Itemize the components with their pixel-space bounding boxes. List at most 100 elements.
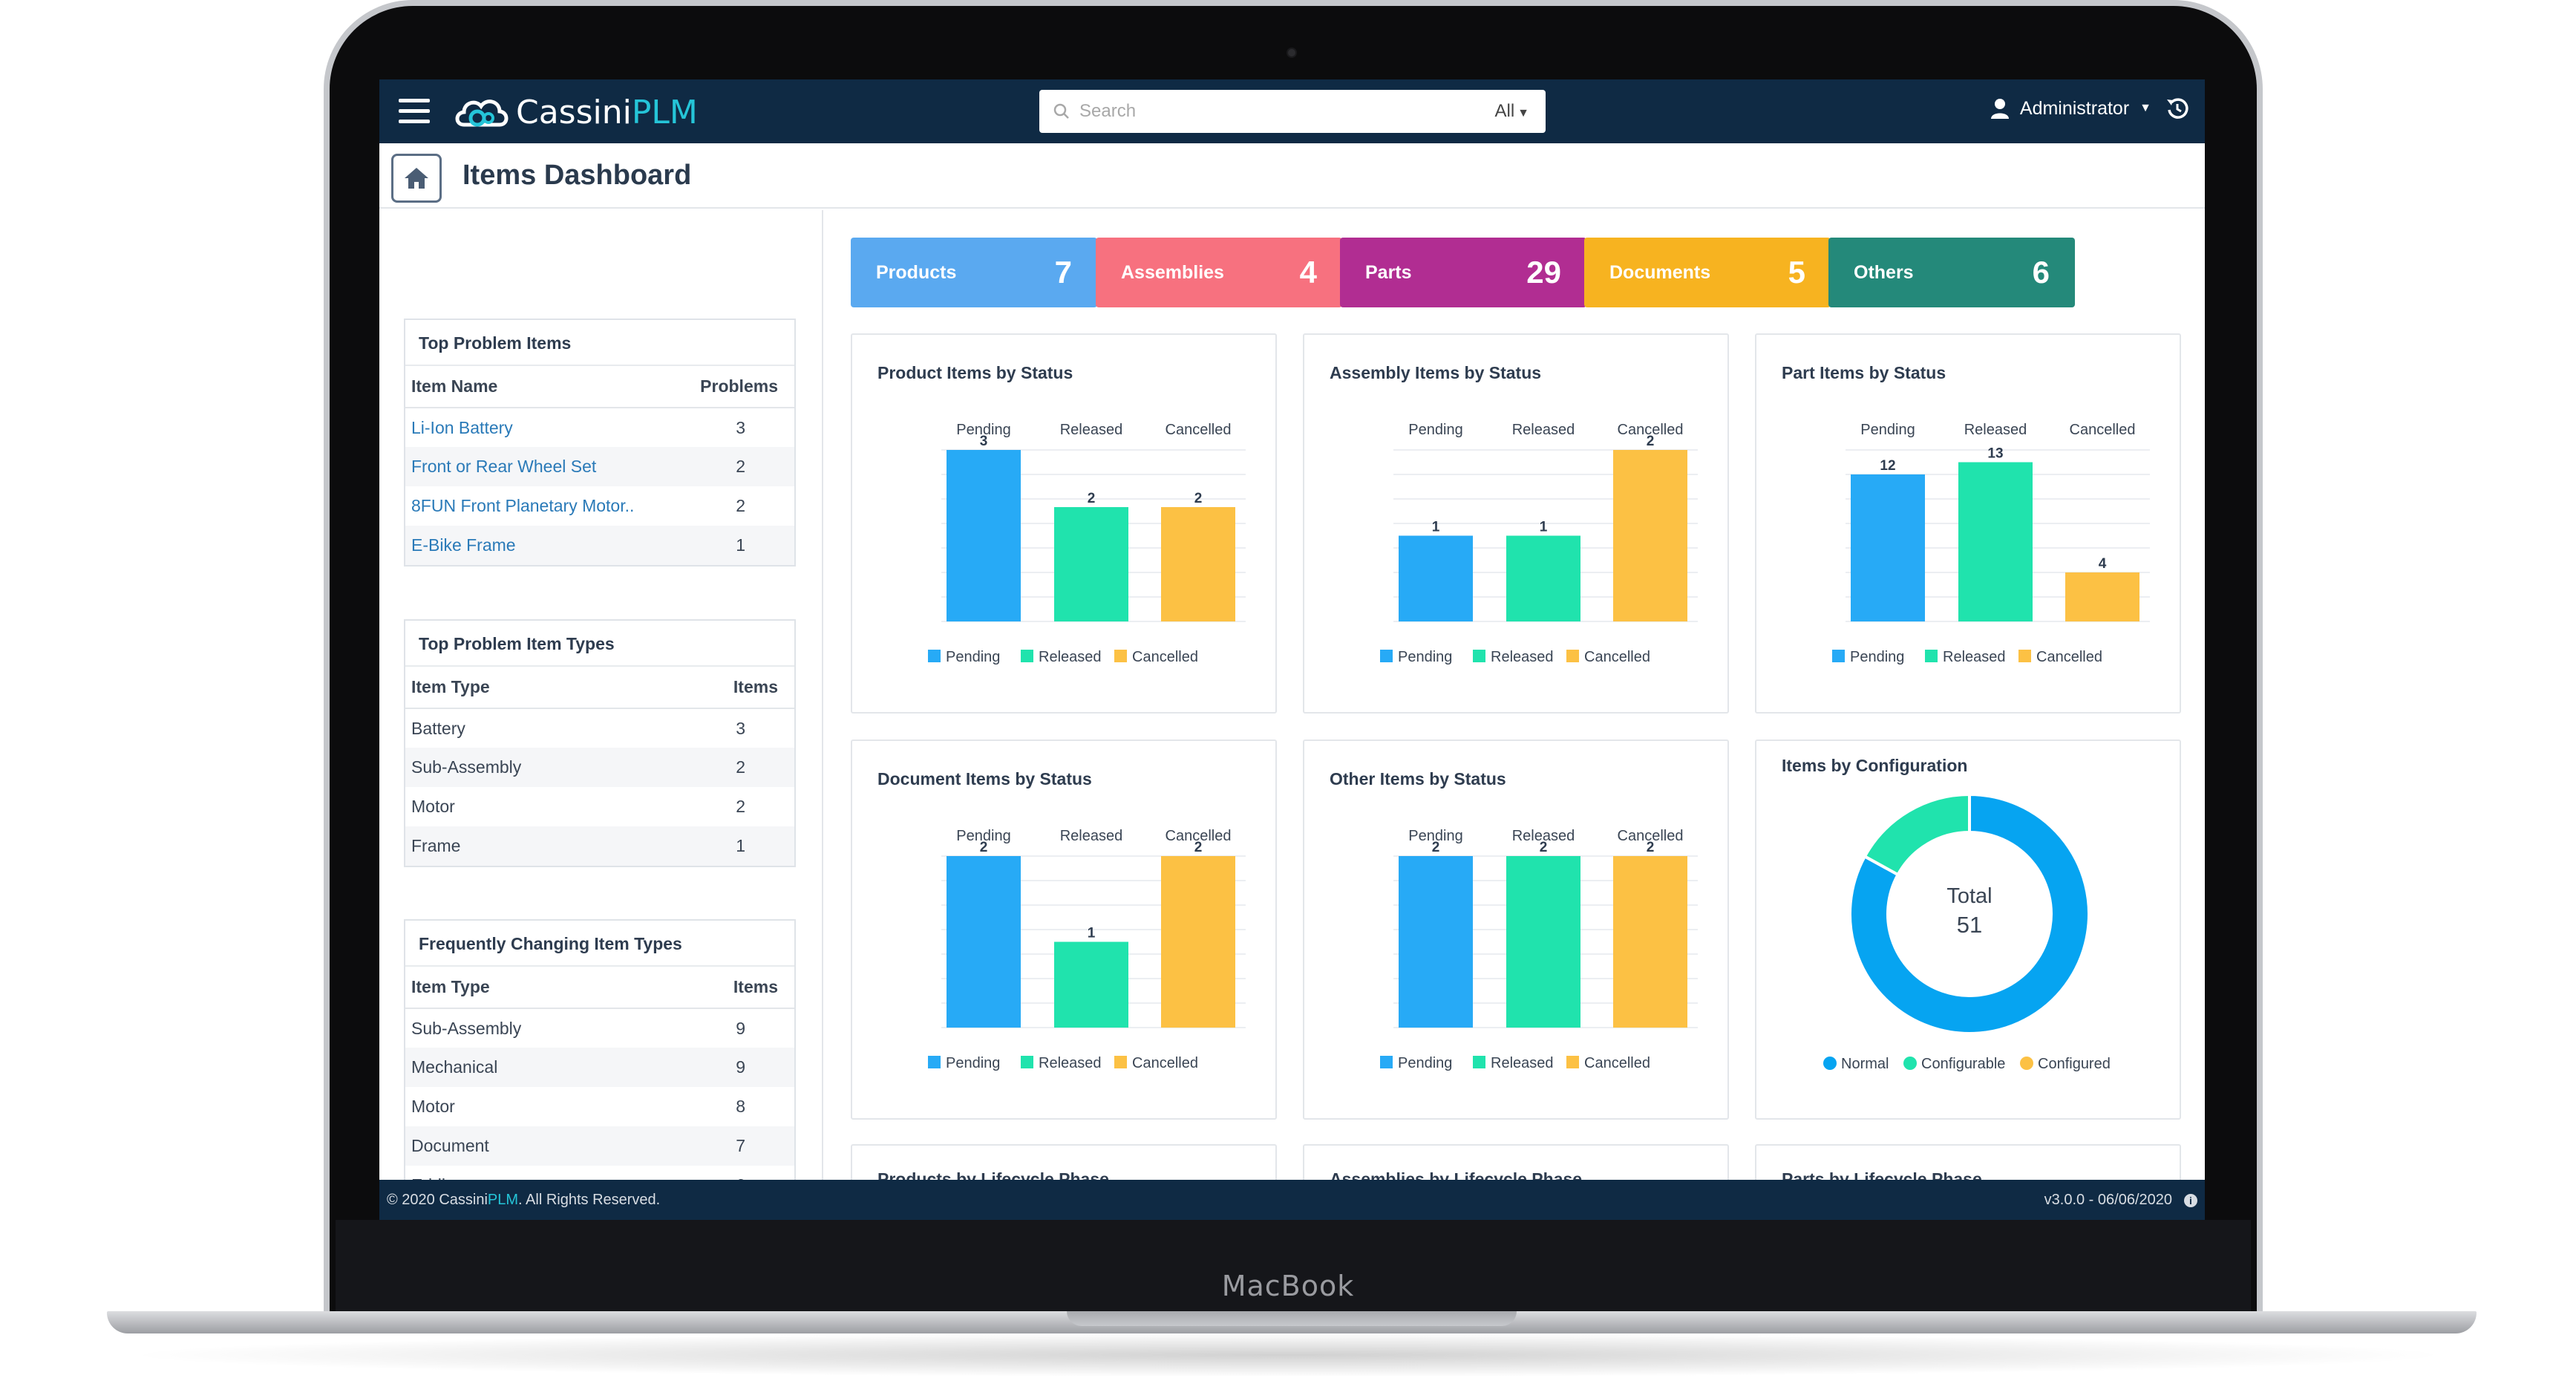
legend-label: Normal [1841,1056,1889,1072]
count-cell: 7 [665,1126,794,1166]
info-icon[interactable]: i [2184,1193,2197,1207]
category-label: Pending [1408,422,1462,438]
app-footer: © 2020 CassiniPLM. All Rights Reserved. … [379,1180,2205,1220]
stat-label: Others [1854,261,1914,283]
legend-label: Cancelled [1132,1055,1198,1071]
legend-swatch [1473,650,1485,662]
refresh-icon[interactable] [2165,96,2190,121]
legend-swatch [1925,650,1938,662]
app-logo[interactable]: CassiniPLM [454,91,698,133]
category-label: Pending [1408,828,1462,844]
search-scope-dropdown[interactable]: All ▼ [1494,101,1529,121]
table-row: Motor 8 [405,1087,794,1126]
search-bar: All▼ [1039,90,1546,133]
category-label: Released [1060,828,1123,844]
panel-title: Frequently Changing Item Types [405,921,794,967]
table-row[interactable]: 8FUN Front Planetary Motor.. 2 [405,486,794,526]
page-header: Items Dashboard [379,143,2205,209]
table-row: Battery 3 [405,708,794,748]
category-label: Cancelled [1166,422,1232,438]
item-type-cell: Sub-Assembly [411,1018,522,1038]
item-link[interactable]: Li-Ion Battery [411,417,513,437]
chart-card: Product Items by Status Pending 3 Released 2… [851,333,1277,714]
legend-swatch [2020,1057,2033,1070]
chart-card: Assembly Items by Status Pending 1 Released… [1303,333,1729,714]
legend-swatch [1114,650,1127,662]
item-type-cell: Document [405,1126,666,1166]
item-type-cell: E-bike [405,1166,665,1180]
item-type-cell: Motor [411,797,455,816]
chart-card: Document Items by Status Pending 2 Released… [851,740,1277,1120]
legend-label: Pending [946,649,1000,665]
bar [1399,535,1473,621]
table-row: Frame 1 [405,826,794,866]
stat-count: 5 [1788,255,1805,290]
table-row: Document 7 [405,1126,794,1166]
item-link[interactable]: Front or Rear Wheel Set [405,447,676,486]
bar [1054,941,1128,1028]
pie-slice [1848,792,2090,1035]
menu-icon[interactable] [399,99,430,124]
item-link[interactable]: E-Bike Frame [405,526,676,565]
data-label: 1 [1540,520,1548,535]
stat-tile-parts[interactable]: Parts 29 [1340,238,1586,307]
laptop-notch [1067,1311,1517,1326]
category-label: Released [1512,828,1575,844]
stat-tile-products[interactable]: Products 7 [851,238,1097,307]
count-cell: 8 [736,1097,745,1116]
bar [1054,507,1128,621]
data-label: 2 [1647,840,1655,855]
table-row: Mechanical 9 [405,1048,794,1087]
data-label: 3 [980,434,988,449]
count-cell: 9 [736,1018,745,1038]
item-link[interactable]: 8FUN Front Planetary Motor.. [411,496,635,515]
stat-label: Parts [1365,261,1412,283]
table-row[interactable]: E-Bike Frame 1 [405,526,794,565]
legend-label: Cancelled [1584,1055,1650,1071]
data-label: 2 [1088,491,1096,506]
legend-label: Pending [1398,649,1452,665]
table-row[interactable]: Front or Rear Wheel Set 2 [405,447,794,486]
data-label: 2 [980,840,988,855]
count-cell: 2 [736,797,745,816]
category-label: Pending [1860,422,1915,438]
count-cell: 1 [652,826,794,866]
column-header: Items [665,967,794,1009]
chevron-down-icon: ▼ [1517,107,1529,120]
legend-swatch [2018,650,2031,662]
stat-tile-documents[interactable]: Documents 5 [1584,238,1831,307]
legend-label: Cancelled [1584,649,1650,665]
legend-label: Cancelled [2036,649,2102,665]
pie-slice [1863,792,1971,877]
category-label: Cancelled [1618,422,1684,438]
legend-swatch [1021,1056,1033,1068]
count-cell: 9 [665,1048,794,1087]
item-type-cell: Battery [411,718,465,738]
bar [947,450,1021,621]
table-row[interactable]: Li-Ion Battery 3 [405,408,794,447]
laptop-brand: MacBook [1221,1270,1355,1302]
legend-label: Released [1039,1055,1102,1071]
home-button[interactable] [391,154,442,203]
category-label: Released [1964,422,2027,438]
stat-label: Documents [1609,261,1711,283]
bar [2065,572,2139,621]
search-input[interactable] [1070,93,1495,130]
count-cell: 2 [652,748,794,787]
donut-center-label: Total [1946,884,1992,908]
laptop-chin [336,1220,2251,1311]
table-row: Sub-Assembly 2 [405,748,794,787]
legend-label: Released [1491,649,1554,665]
legend-swatch [1566,650,1579,662]
stat-tile-others[interactable]: Others 6 [1828,238,2075,307]
stat-count: 7 [1054,255,1072,290]
legend-swatch [928,1056,941,1068]
page-title: Items Dashboard [462,160,692,191]
bar [1399,856,1473,1028]
stat-tile-assemblies[interactable]: Assemblies 4 [1096,238,1342,307]
chart-title: Product Items by Status [877,363,1073,382]
legend-label: Released [1039,649,1102,665]
user-menu[interactable]: Administrator ▼ [1990,97,2151,120]
